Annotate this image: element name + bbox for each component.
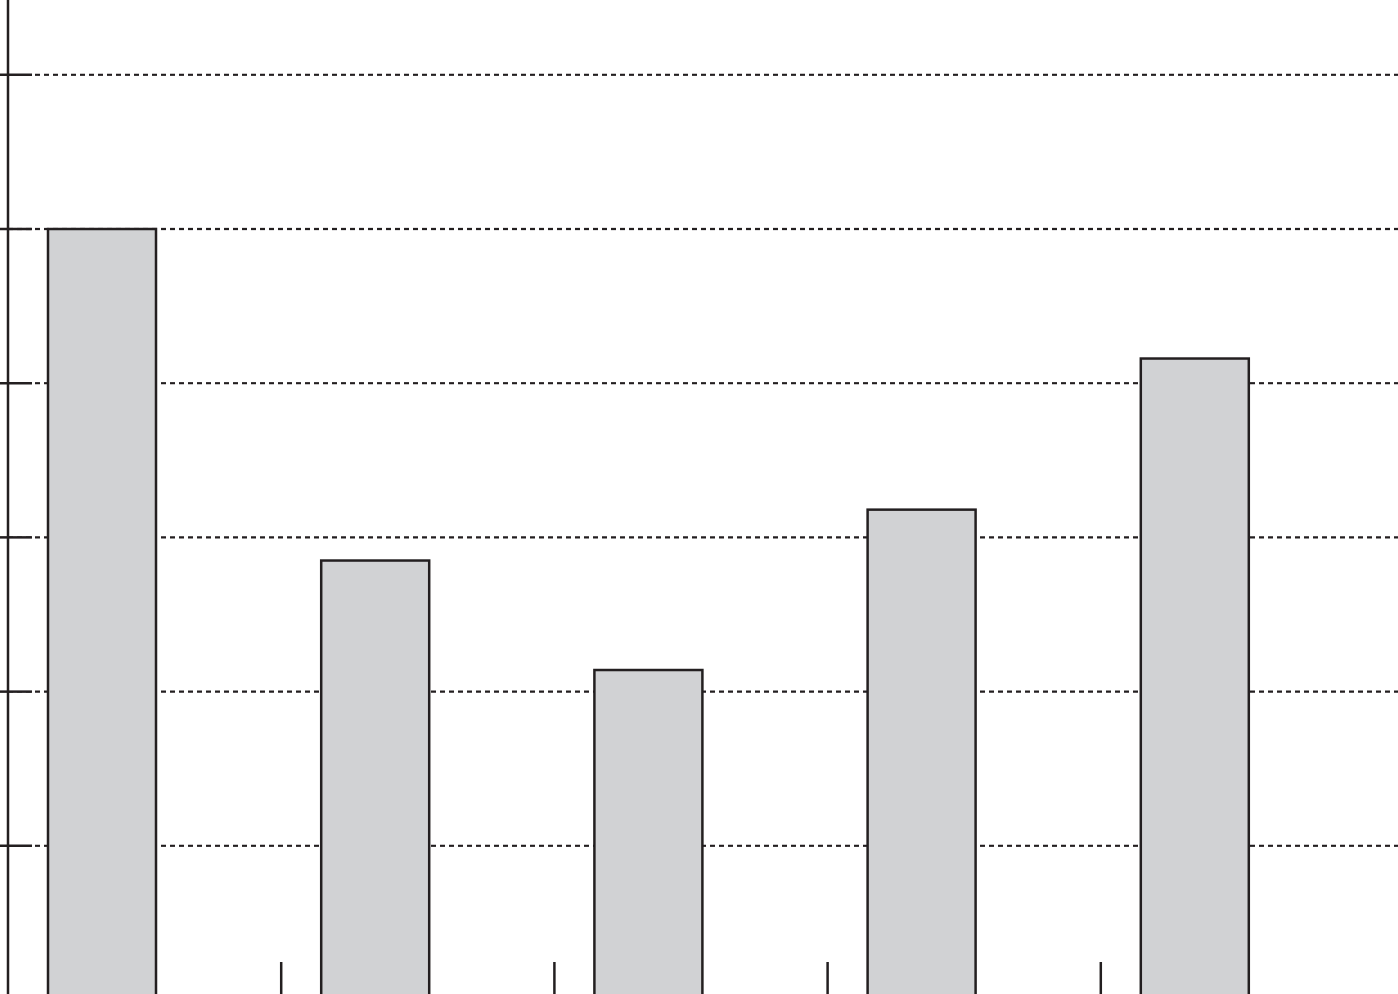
bar-2 bbox=[319, 559, 431, 994]
bar-3 bbox=[593, 668, 704, 994]
bars bbox=[46, 227, 1251, 994]
bar-1 bbox=[46, 227, 158, 994]
bar-5 bbox=[1139, 357, 1251, 994]
bar-4 bbox=[866, 508, 977, 994]
axes bbox=[0, 0, 1103, 994]
